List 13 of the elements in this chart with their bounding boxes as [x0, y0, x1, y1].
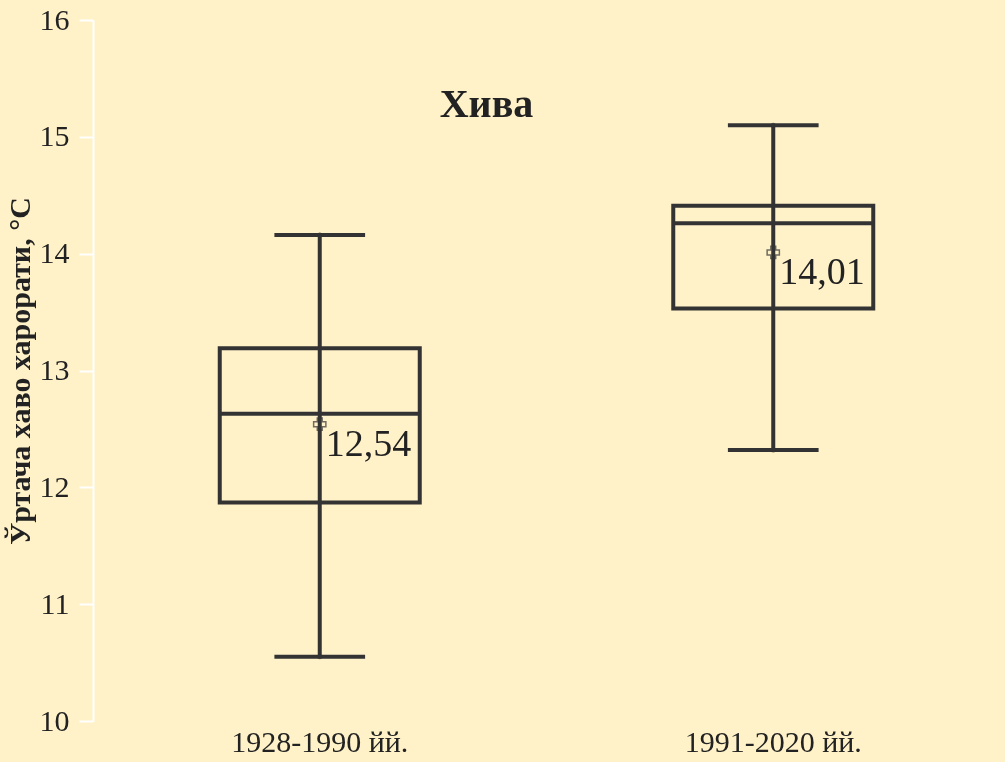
annotation: 12,54: [325, 422, 412, 465]
x-tick-label: 1928-1990 йй.: [231, 724, 409, 758]
y-tick-label: 11: [40, 586, 70, 620]
y-tick-label: 12: [39, 469, 70, 503]
annotation: 14,01: [779, 250, 865, 293]
x-tick-label: 1991-2020 йй.: [684, 724, 862, 758]
y-tick-label: 13: [39, 353, 70, 386]
y-tick-label: 15: [39, 119, 70, 153]
text: Хива: [439, 81, 534, 126]
y-tick-label: 14: [39, 236, 70, 270]
y-tick-label: 10: [39, 703, 70, 737]
y-axis-title: Ўртача хаво харорати, °С: [2, 197, 36, 545]
y-tick-label: 16: [39, 2, 70, 36]
